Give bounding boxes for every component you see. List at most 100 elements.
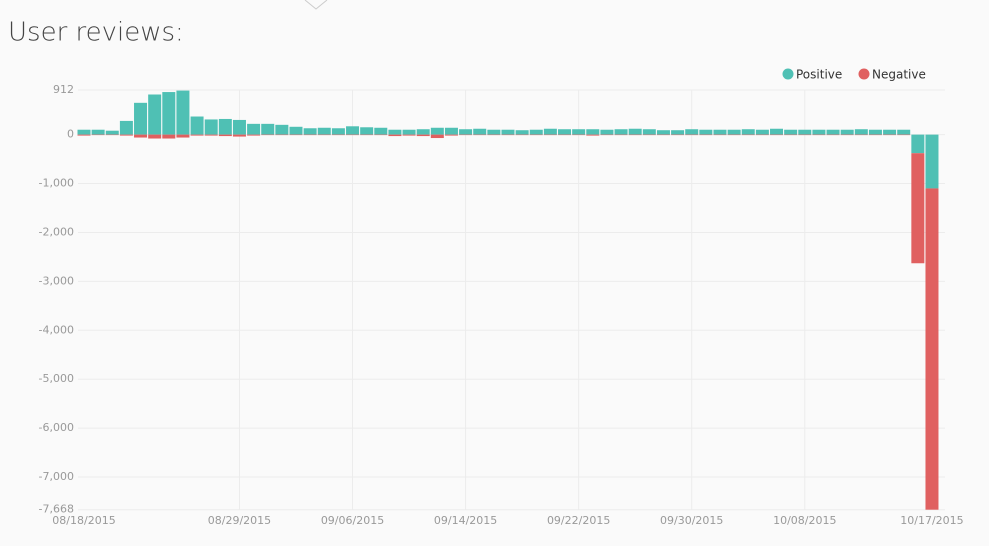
- bar: [430, 134, 444, 139]
- x-tick-label: 10/08/2015: [773, 514, 836, 527]
- x-tick-label: 09/14/2015: [434, 514, 497, 527]
- y-tick-label: -7,000: [39, 470, 74, 483]
- bar: [162, 92, 176, 135]
- bar: [812, 129, 826, 135]
- bar: [911, 153, 925, 264]
- bar: [459, 129, 473, 135]
- bar: [77, 129, 91, 135]
- bar: [685, 129, 699, 135]
- bar: [515, 130, 529, 135]
- bar: [402, 134, 416, 136]
- y-tick-label: -2,000: [39, 225, 74, 238]
- bar: [374, 127, 388, 135]
- bar: [190, 116, 204, 135]
- bar: [529, 129, 543, 135]
- bar: [642, 129, 656, 135]
- bar: [798, 129, 812, 135]
- bar: [416, 134, 430, 137]
- bar: [275, 124, 289, 135]
- x-tick-label: 08/18/2015: [52, 514, 115, 527]
- bar: [784, 129, 798, 135]
- bar: [600, 129, 614, 135]
- bar: [204, 134, 218, 136]
- bar: [572, 129, 586, 135]
- bar: [247, 123, 261, 135]
- y-tick-label: -4,000: [39, 323, 74, 336]
- bar: [289, 126, 303, 135]
- bar: [826, 129, 840, 135]
- legend-label: Positive: [796, 68, 842, 82]
- bar: [558, 129, 572, 135]
- bar: [247, 134, 261, 136]
- bar: [176, 90, 190, 135]
- bar: [586, 134, 600, 136]
- legend-marker: [782, 68, 794, 80]
- bar: [699, 129, 713, 135]
- y-tick-label: -6,000: [39, 421, 74, 434]
- bar: [190, 134, 204, 136]
- bar: [402, 129, 416, 135]
- bar: [868, 129, 882, 135]
- x-tick-label: 10/17/2015: [900, 514, 963, 527]
- bar: [148, 134, 162, 139]
- bar: [218, 118, 232, 135]
- bar: [232, 119, 246, 135]
- bar: [388, 134, 402, 137]
- bar: [487, 129, 501, 135]
- bar: [925, 188, 939, 510]
- bar: [105, 130, 119, 135]
- bar: [854, 129, 868, 135]
- bar: [614, 129, 628, 135]
- chart-title: User reviews:: [8, 18, 184, 48]
- legend-label: Negative: [872, 68, 926, 82]
- bar: [360, 127, 374, 135]
- bar: [134, 102, 148, 135]
- bar: [925, 134, 939, 189]
- bar: [586, 129, 600, 135]
- x-tick-label: 08/29/2015: [208, 514, 271, 527]
- x-tick-label: 09/06/2015: [321, 514, 384, 527]
- bar: [331, 128, 345, 135]
- bar: [628, 128, 642, 135]
- bar: [91, 129, 105, 135]
- bar: [911, 134, 925, 154]
- bar: [473, 128, 487, 135]
- bar: [416, 129, 430, 135]
- y-tick-label: -5,000: [39, 372, 74, 385]
- y-tick-label: -1,000: [39, 177, 74, 190]
- bar: [444, 127, 458, 135]
- bar: [119, 120, 133, 135]
- legend-marker: [858, 68, 870, 80]
- x-tick-label: 09/30/2015: [660, 514, 723, 527]
- bar: [388, 129, 402, 135]
- y-tick-label: -7,668: [39, 503, 74, 516]
- bar: [77, 134, 91, 136]
- bar: [148, 94, 162, 135]
- bar: [727, 129, 741, 135]
- y-tick-label: 912: [53, 83, 74, 96]
- bar: [501, 129, 515, 135]
- bar: [134, 134, 148, 138]
- bar: [119, 134, 133, 136]
- bar: [218, 134, 232, 137]
- bar: [770, 128, 784, 135]
- x-tick-label: 09/22/2015: [547, 514, 610, 527]
- bar: [840, 129, 854, 135]
- bar: [303, 128, 317, 135]
- bar: [883, 129, 897, 135]
- bar: [671, 130, 685, 135]
- bar: [741, 129, 755, 135]
- bar: [162, 134, 176, 139]
- bar: [232, 134, 246, 137]
- notch: [304, 0, 328, 10]
- y-tick-label: 0: [67, 128, 74, 141]
- bar: [656, 130, 670, 135]
- bar: [713, 129, 727, 135]
- bar: [317, 127, 331, 135]
- bar: [261, 123, 275, 135]
- bar: [755, 129, 769, 135]
- bar: [346, 126, 360, 135]
- bar: [444, 134, 458, 136]
